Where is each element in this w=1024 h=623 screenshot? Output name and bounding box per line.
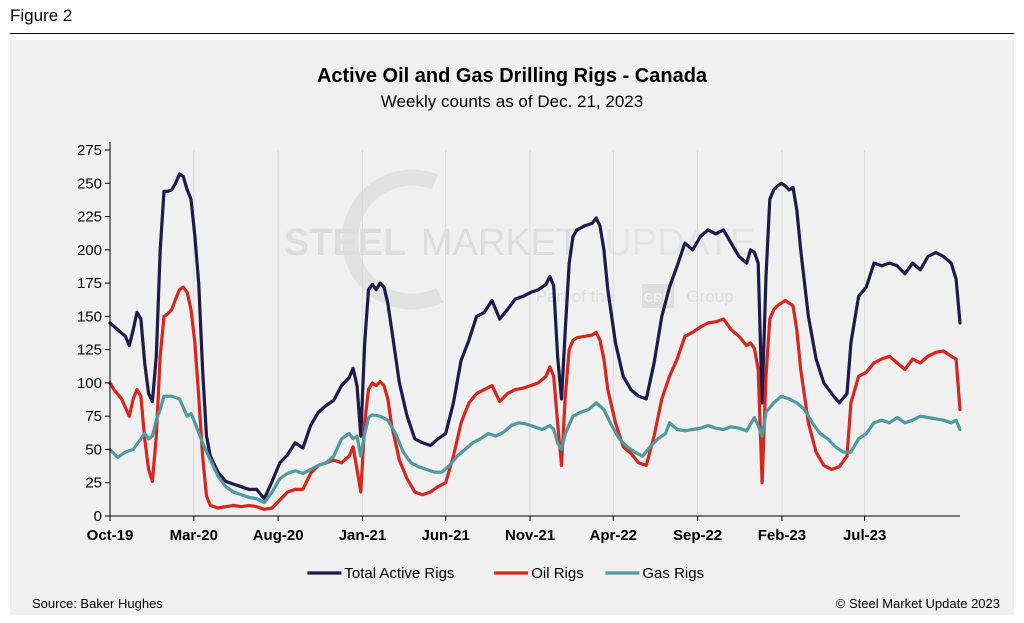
chart-title: Active Oil and Gas Drilling Rigs - Canad… — [317, 65, 708, 87]
y-tick-label: 200 — [77, 242, 102, 259]
y-tick-label: 100 — [77, 375, 102, 392]
y-tick-label: 0 — [94, 508, 102, 525]
y-tick-label: 250 — [77, 175, 102, 192]
y-tick-label: 25 — [85, 475, 102, 492]
x-tick-label: Aug-20 — [253, 527, 304, 544]
x-tick-label: Nov-21 — [505, 527, 555, 544]
watermark-brand-mid: MARKET — [421, 222, 579, 264]
watermark-tagline-pre: Part of the — [536, 287, 614, 306]
x-tick-label: Jan-21 — [339, 527, 387, 544]
series-line-oil-rigs — [108, 285, 962, 511]
y-tick-label: 75 — [85, 408, 102, 425]
watermark-brand-left: STEEL — [284, 222, 406, 264]
y-tick-label: 275 — [77, 142, 102, 159]
y-tick-label: 225 — [77, 209, 102, 226]
figure-divider — [10, 33, 1014, 34]
series-line-gas-rigs — [108, 394, 962, 505]
y-tick-label: 50 — [85, 441, 102, 458]
legend-label-gas-rigs: Gas Rigs — [642, 565, 704, 582]
x-tick-labels: Oct-19 Mar-20 Aug-20 Jan-21 Jun-21 Nov-21 Apr-… — [87, 527, 887, 544]
y-tick-labels: 0 25 50 75 100 125 150 175 200 225 250 275 — [77, 142, 102, 525]
legend-label-total-active-rigs: Total Active Rigs — [344, 565, 454, 582]
x-tick-label: Mar-20 — [170, 527, 218, 544]
figure-label: Figure 2 — [10, 6, 73, 25]
y-tick-label: 150 — [77, 308, 102, 325]
series-lines — [108, 172, 962, 511]
x-tick-label: Feb-23 — [758, 527, 806, 544]
copyright-note: © Steel Market Update 2023 — [835, 596, 1000, 611]
x-tick-label: Jul-23 — [843, 527, 886, 544]
chart-panel: STEEL MARKET UPDATE Part of the CRU Grou… — [10, 40, 1014, 615]
source-note: Source: Baker Hughes — [32, 596, 163, 611]
y-tick-label: 125 — [77, 342, 102, 359]
x-tick-label: Sep-22 — [673, 527, 722, 544]
x-tick-label: Oct-19 — [87, 527, 134, 544]
chart-svg: STEEL MARKET UPDATE Part of the CRU Grou… — [77, 65, 962, 582]
y-tick-label: 175 — [77, 275, 102, 292]
legend: Total Active Rigs Oil Rigs Gas Rigs — [307, 565, 704, 582]
legend-label-oil-rigs: Oil Rigs — [531, 565, 584, 582]
watermark-tagline-post: Group — [686, 287, 733, 306]
x-tick-label: Apr-22 — [590, 527, 638, 544]
axes — [105, 142, 960, 521]
watermark-swoosh — [342, 169, 444, 310]
x-tick-label: Jun-21 — [422, 527, 470, 544]
chart-subtitle: Weekly counts as of Dec. 21, 2023 — [381, 92, 643, 111]
series-line-total-active-rigs — [108, 172, 962, 501]
